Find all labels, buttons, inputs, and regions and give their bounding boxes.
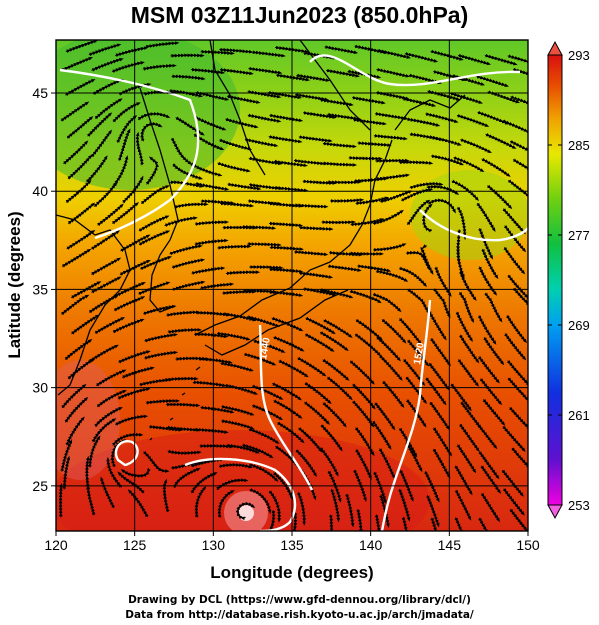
y-tick-label: 40 xyxy=(32,183,48,199)
temperature-field: 1440 1520 xyxy=(56,40,528,531)
colorbar-tick-label: 261 xyxy=(568,408,590,423)
contour-label: 1440 xyxy=(258,336,273,360)
contour-label: 1520 xyxy=(412,341,427,365)
x-tick-label: 130 xyxy=(202,537,226,553)
y-tick-label: 45 xyxy=(32,85,48,101)
x-tick-label: 125 xyxy=(123,537,147,553)
coastlines xyxy=(56,40,466,441)
x-tick-label: 120 xyxy=(44,537,68,553)
height-contours xyxy=(59,54,528,531)
colorbar-tick-label: 269 xyxy=(568,318,590,333)
colorbar-tick-label: 277 xyxy=(568,228,590,243)
y-tick-label: 30 xyxy=(32,380,48,396)
x-tick-label: 135 xyxy=(280,537,304,553)
colorbar: 293 285 277 269 261 253 xyxy=(547,40,590,520)
x-axis-title: Longitude (degrees) xyxy=(210,563,373,582)
x-tick-label: 140 xyxy=(359,537,383,553)
colorbar-tick-label: 253 xyxy=(568,498,590,513)
x-tick-label: 150 xyxy=(516,537,540,553)
x-tick-label: 145 xyxy=(438,537,462,553)
lat-lon-grid xyxy=(56,40,528,531)
credit-data: Data from http://database.rish.kyoto-u.a… xyxy=(125,609,474,621)
y-tick-label: 35 xyxy=(32,281,48,297)
colorbar-tick-label: 293 xyxy=(568,48,590,63)
credit-drawing: Drawing by DCL (https://www.gfd-dennou.o… xyxy=(128,594,471,606)
axis-ticks xyxy=(51,92,529,536)
colorbar-tick-label: 285 xyxy=(568,138,590,153)
y-tick-label: 25 xyxy=(32,478,48,494)
y-axis-title: Latitude (degrees) xyxy=(5,211,24,358)
chart-title: MSM 03Z11Jun2023 (850.0hPa) xyxy=(130,2,469,28)
